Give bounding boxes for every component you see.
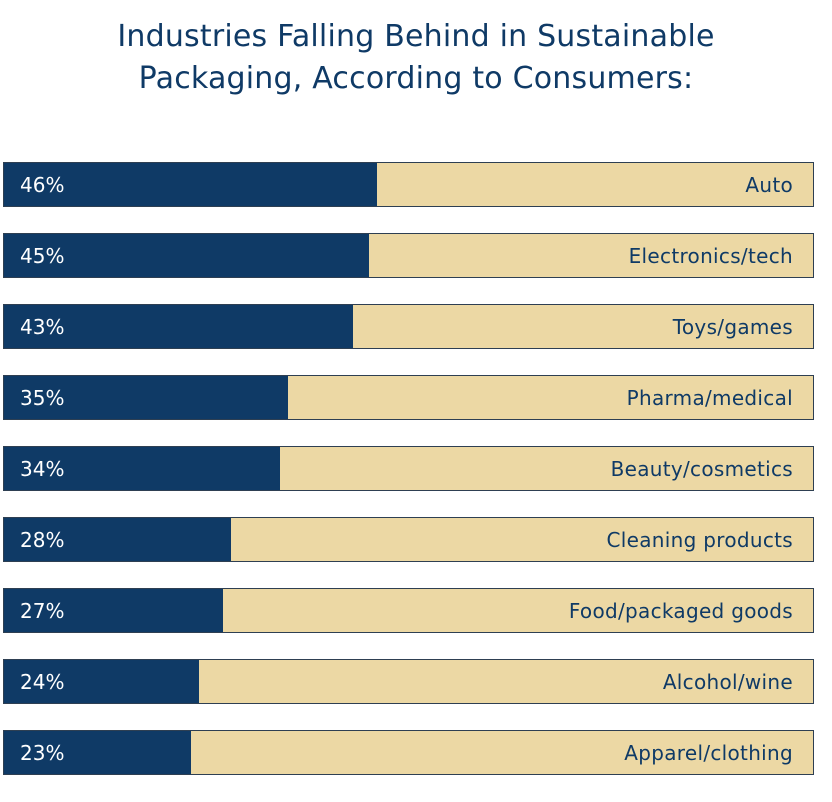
bar-track: 45% Electronics/tech	[3, 233, 814, 278]
category-label: Toys/games	[672, 314, 793, 339]
category-label: Food/packaged goods	[568, 598, 793, 623]
chart-title: Industries Falling Behind in Sustainable…	[0, 16, 832, 100]
chart-title-line-2: Packaging, According to Consumers:	[138, 61, 694, 96]
bar	[4, 447, 280, 490]
bar	[4, 376, 288, 419]
bar-track: 46% Auto	[3, 162, 814, 207]
bar	[4, 731, 191, 774]
bar-value-label: 34%	[20, 456, 65, 481]
bar-track: 28% Cleaning products	[3, 517, 814, 562]
category-label: Auto	[745, 172, 793, 197]
bar-value-label: 46%	[20, 172, 65, 197]
bar-value-label: 23%	[20, 740, 65, 765]
bar-track: 24% Alcohol/wine	[3, 659, 814, 704]
bar	[4, 589, 223, 632]
bar-track: 35% Pharma/medical	[3, 375, 814, 420]
bar	[4, 163, 378, 206]
bar-value-label: 24%	[20, 669, 65, 694]
category-label: Pharma/medical	[626, 385, 793, 410]
bar	[4, 660, 199, 703]
category-label: Cleaning products	[606, 527, 793, 552]
bar-value-label: 27%	[20, 598, 65, 623]
bar-track: 34% Beauty/cosmetics	[3, 446, 814, 491]
category-label: Beauty/cosmetics	[610, 456, 793, 481]
bar-track: 23% Apparel/clothing	[3, 730, 814, 775]
bar-value-label: 45%	[20, 243, 65, 268]
bar-value-label: 35%	[20, 385, 65, 410]
bar-track: 43% Toys/games	[3, 304, 814, 349]
category-label: Electronics/tech	[628, 243, 793, 268]
bar	[4, 305, 353, 348]
bar-track: 27% Food/packaged goods	[3, 588, 814, 633]
bar-value-label: 28%	[20, 527, 65, 552]
category-label: Apparel/clothing	[624, 740, 793, 765]
category-label: Alcohol/wine	[662, 669, 793, 694]
bar	[4, 234, 369, 277]
bar-value-label: 43%	[20, 314, 65, 339]
chart-title-line-1: Industries Falling Behind in Sustainable	[117, 19, 715, 54]
bar	[4, 518, 232, 561]
